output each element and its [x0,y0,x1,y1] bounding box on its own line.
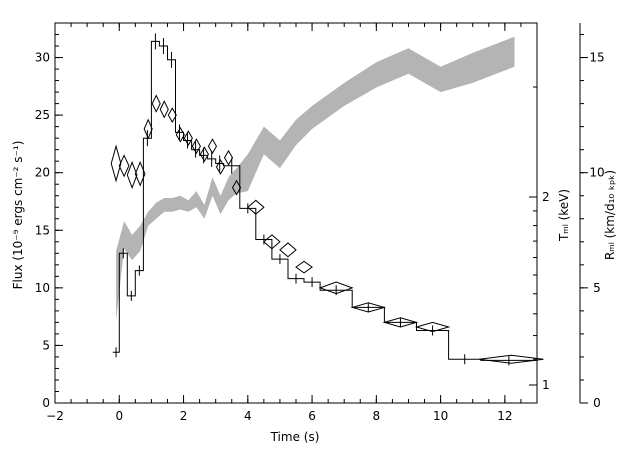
radius-axis-title: Rₘₗ (km/d₁₀ ₖₚₖ) [603,170,617,260]
kt-diamond [143,118,153,140]
kt-diamond [350,302,387,313]
radius-tick-label: 10 [589,166,604,180]
y-axis-title: Flux (10⁻⁹ ergs cm⁻² s⁻¹) [11,141,25,290]
kt-diamond-layer [110,94,544,364]
x-tick-label: 8 [373,409,381,423]
x-tick-label: 12 [497,409,512,423]
kt-diamond [175,126,185,143]
y-tick-label: 25 [35,108,50,122]
kt-diamond [318,281,354,295]
y-tick-label: 5 [42,338,50,352]
kt-diamond [159,100,169,119]
kt-diamond [215,159,226,175]
kt-diamond [151,94,161,113]
kt-diamond [247,199,265,215]
kt-diamond [167,107,177,124]
y-tick-label: 20 [35,166,50,180]
y-tick-label: 15 [35,223,50,237]
flux-histogram-layer [112,33,537,366]
x-axis-title: Time (s) [270,430,320,444]
radius-band [116,36,515,321]
kt-diamond [118,154,130,178]
y-tick-label: 0 [42,396,50,410]
kt-diamond [126,160,138,190]
radius-tick-label: 0 [593,396,601,410]
radius-tick-label: 5 [593,281,601,295]
kt-diamond [414,321,451,333]
x-tick-label: 10 [433,409,448,423]
radius-band-layer [116,36,515,321]
x-tick-label: 4 [244,409,252,423]
kt-diamond [134,161,146,187]
kt-diamond [223,149,234,166]
kt-axis-title: Tₘₗ (keV) [557,189,571,242]
x-tick-label: 6 [308,409,316,423]
x-tick-label: 0 [115,409,123,423]
kt-diamond [263,234,281,250]
kt-diamond [191,138,201,155]
kt-tick-label: 1 [542,378,550,392]
kt-diamond [199,146,209,163]
kt-diamond [207,138,218,155]
y-tick-label: 10 [35,281,50,295]
x-tick-label: 2 [180,409,188,423]
kt-diamond [183,130,193,147]
kt-diamond [295,260,313,274]
kt-diamond [479,354,544,364]
y-tick-label: 30 [35,51,50,65]
kt-tick-label: 2 [542,190,550,204]
kt-diamond [231,179,242,196]
kt-diamond [382,317,419,328]
radius-tick-label: 15 [589,51,604,65]
kt-diamond [110,144,122,183]
x-tick-label: −2 [46,409,64,423]
kt-diamond [279,242,297,258]
